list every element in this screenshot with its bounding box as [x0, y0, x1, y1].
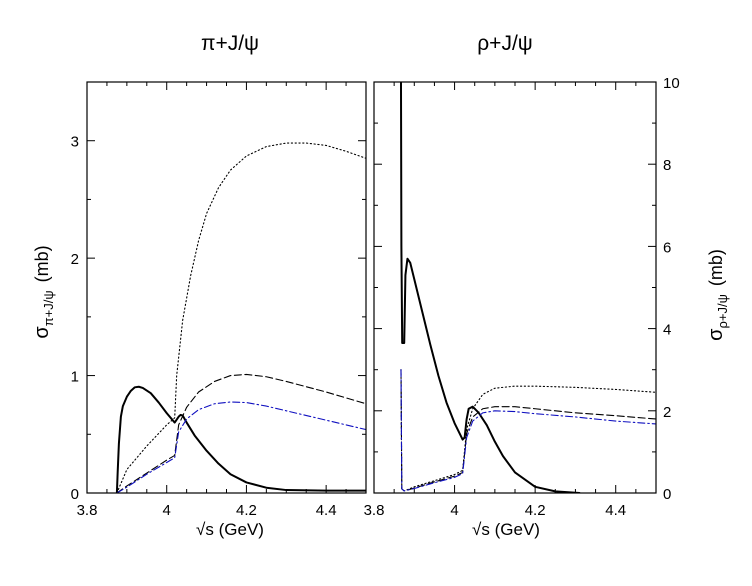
left-series-solid: [115, 385, 366, 493]
left-series-dash-dot: [116, 401, 366, 493]
right-series-solid: [399, 82, 581, 493]
left-y-label-main: σ: [31, 326, 53, 339]
right-y-tick-label: 6: [663, 239, 671, 256]
left-y-tick-label: 2: [71, 251, 79, 268]
right-x-tick-label: 4.4: [605, 502, 626, 519]
left-y-axis-label: σπ+J/ψ (mb): [31, 245, 56, 338]
left-y-tick-label: 1: [71, 369, 79, 386]
left-x-tick-label: 4.4: [316, 502, 337, 519]
right-y-tick-label: 8: [663, 157, 671, 174]
left-series-dotted: [116, 142, 366, 493]
left-y-label-unit: (mb): [32, 245, 52, 282]
left-x-tick-label: 4: [163, 502, 171, 519]
right-y-tick-label: 10: [663, 75, 680, 92]
left-y-tick-label: 3: [71, 134, 79, 151]
right-x-tick-label: 4: [450, 502, 458, 519]
left-series-group: [115, 142, 366, 493]
right-y-axis-label: σρ+J/ψ (mb): [705, 249, 730, 341]
svg-text:σπ+J/ψ(mb): σπ+J/ψ (mb): [31, 245, 56, 338]
left-x-tick-label: 3.8: [77, 502, 98, 519]
svg-text:σρ+J/ψ(mb): σρ+J/ψ (mb): [705, 249, 730, 341]
right-x-tick-label: 4.2: [525, 502, 546, 519]
right-y-tick-label: 0: [663, 486, 671, 503]
left-x-axis-label: √s (GeV): [196, 520, 264, 539]
left-panel-title: π+J/ψ: [201, 32, 259, 55]
right-y-label-unit: (mb): [706, 249, 726, 286]
right-x-axis-label: √s (GeV): [472, 520, 540, 539]
left-x-tick-label: 4.2: [236, 502, 257, 519]
right-series-dotted: [400, 369, 656, 492]
right-y-tick-label: 4: [663, 322, 671, 339]
right-y-label-sub: ρ+J/ψ: [715, 294, 730, 328]
left-panel: 3.8 4 4.2 4.4 0 1 2 3: [71, 81, 367, 519]
right-y-tick-label: 2: [663, 404, 671, 421]
left-y-tick-label: 0: [71, 486, 79, 503]
right-panel-title: ρ+J/ψ: [477, 32, 533, 55]
right-panel: 3.8 4 4.2 4.4 0 2 4 6 8 10: [364, 75, 680, 519]
left-series-dashed: [116, 373, 366, 493]
right-series-dashed: [400, 369, 656, 492]
left-plot-frame: [86, 81, 367, 494]
right-x-tick-label: 3.8: [364, 502, 385, 519]
left-y-label-sub: π+J/ψ: [41, 290, 56, 326]
right-series-dash-dot: [400, 369, 656, 492]
right-y-label-main: σ: [705, 328, 727, 341]
right-series-group: [399, 82, 656, 493]
